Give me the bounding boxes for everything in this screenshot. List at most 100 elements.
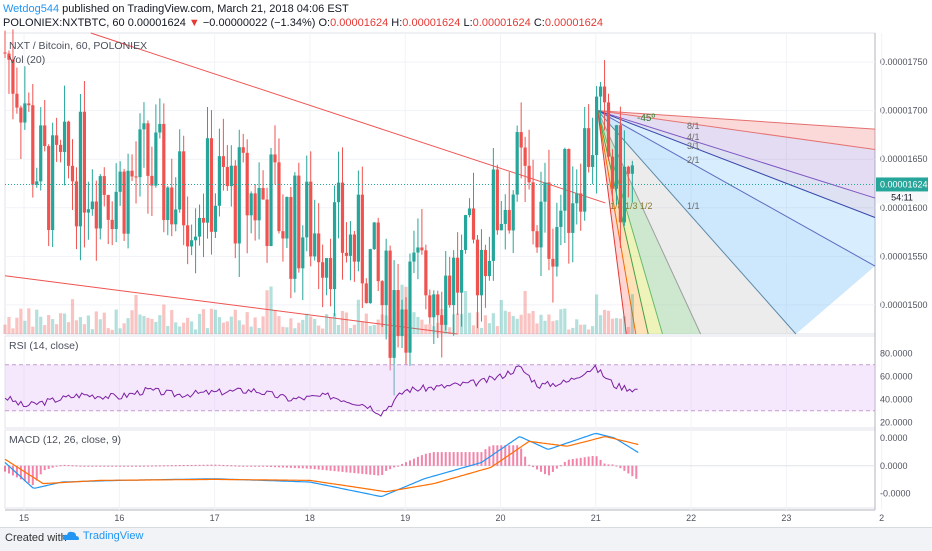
volume-bar [535, 323, 539, 334]
candle-body [273, 154, 277, 163]
volume-bar [452, 314, 456, 334]
candle-body [58, 144, 63, 152]
gann-fan-top-edge [597, 110, 876, 130]
volume-bar [618, 318, 623, 334]
macd-hist-bar [234, 465, 237, 467]
gann-fan-band [597, 110, 875, 334]
macd-hist-bar [19, 465, 22, 480]
time-tick-label: 2 [879, 513, 884, 523]
volume-bar [606, 310, 611, 334]
volume-bar [285, 327, 289, 334]
macd-hist-bar [579, 457, 582, 466]
macd-hist-bar [186, 464, 189, 466]
trendline-upper [90, 32, 606, 204]
volume-bar [201, 309, 206, 334]
volume-bar [19, 308, 23, 334]
macd-hist-bar [635, 465, 638, 479]
candles [3, 29, 634, 396]
macd-hist-bar [520, 448, 523, 466]
time-tick-label: 15 [19, 513, 29, 523]
candle-body [551, 258, 555, 267]
volume-bar [467, 312, 472, 334]
candle-body [70, 165, 75, 182]
candle-body [618, 125, 623, 223]
chart-canvas[interactable]: 0.00001750 0.00001700 0.00001650 0.00001600… [0, 0, 932, 527]
candle-body [249, 193, 253, 216]
macd-hist-bar [190, 464, 193, 466]
macd-hist-bar [504, 445, 507, 466]
gann-ratio-label: 4/1 [687, 132, 700, 142]
volume-bar [150, 318, 154, 334]
rsi-tick-label: 60.0000 [880, 371, 913, 381]
volume-bar [336, 324, 341, 334]
volume-bar [610, 318, 615, 334]
macd-hist-bar [63, 464, 66, 466]
macd-hist-bar [393, 465, 396, 468]
candle-body [325, 258, 329, 278]
macd-hist-bar [301, 465, 304, 469]
macd-hist-bar [567, 459, 570, 466]
volume-bar [305, 313, 309, 334]
candle-body [416, 247, 420, 253]
volume-bar [142, 316, 146, 334]
candle-body [197, 217, 202, 237]
macd-hist-bar [603, 463, 606, 466]
macd-hist-bar [543, 465, 546, 475]
volume-bar [217, 317, 222, 334]
macd-hist-bar [452, 452, 455, 466]
macd-hist-bar [162, 465, 165, 467]
volume-bar [174, 322, 178, 334]
countdown-label: 54:11 [891, 192, 913, 202]
candle-body [555, 226, 559, 267]
candle-body [285, 196, 289, 239]
tradingview-logo[interactable]: TradingView [62, 530, 143, 542]
volume-bar [388, 318, 392, 334]
macd-hist-bar [611, 464, 614, 466]
volume-bar [515, 318, 519, 334]
macd-hist-bar [47, 465, 50, 469]
macd-hist-bar [95, 465, 98, 467]
volume-bar [325, 314, 329, 334]
volume-bar [448, 327, 452, 334]
candle-body [11, 59, 15, 94]
volume-bar [495, 326, 499, 334]
countdown-tag [876, 191, 928, 204]
low-value: 0.00001624 [472, 17, 531, 29]
macd-hist-bar [206, 464, 209, 466]
candle-body [352, 234, 356, 262]
macd-signal-line [4, 436, 639, 493]
macd-hist-bar [405, 462, 408, 466]
volume-bar [301, 319, 305, 334]
volume-bar [539, 314, 543, 334]
candle-body [380, 281, 384, 306]
time-tick-label: 22 [686, 513, 696, 523]
volume-bar [197, 313, 202, 334]
candle-body [51, 135, 55, 231]
macd-hist-bar [436, 452, 439, 466]
macd-hist-bar [540, 465, 543, 472]
volume-bar [456, 313, 460, 334]
macd-hist-bar [591, 456, 594, 466]
macd-hist-bar [369, 465, 372, 475]
macd-tick-label: -0.0000 [880, 488, 911, 498]
author-link[interactable]: Wetdog544 [3, 3, 60, 15]
macd-hist-bar [293, 465, 296, 469]
volume-bar [3, 324, 7, 334]
macd-hist-bar [262, 465, 265, 467]
time-tick-label: 17 [210, 513, 220, 523]
candle-body [90, 201, 94, 210]
candle-body [301, 237, 305, 269]
macd-hist-bar [357, 465, 360, 474]
volume-bar [547, 314, 551, 334]
published-text: published on TradingView.com, March 21, … [62, 3, 349, 15]
volume-bar [424, 324, 428, 334]
macd-hist-bar [83, 465, 86, 467]
volume-bar [575, 319, 579, 334]
rsi-tick-label: 40.0000 [880, 394, 913, 404]
candle-body [182, 151, 186, 226]
volume-bar [102, 312, 106, 334]
macd-hist-bar [440, 452, 443, 466]
macd-hist-bar [464, 452, 467, 466]
macd-hist-bar [75, 465, 78, 467]
candle-body [388, 250, 392, 358]
